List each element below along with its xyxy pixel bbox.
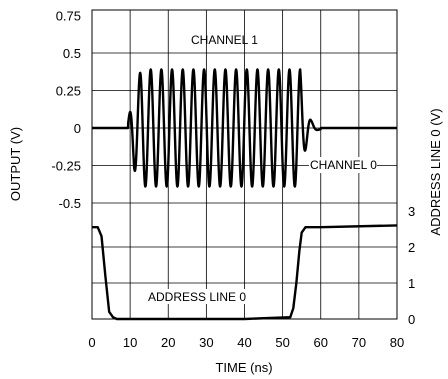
x-tick-label: 30 xyxy=(199,335,213,350)
y-left-tick-label: -0.5 xyxy=(59,196,81,211)
y-left-tick-labels: 0.75 0.5 0.25 0 -0.25 -0.5 xyxy=(51,9,81,212)
x-tick-labels: 0 10 20 30 40 50 60 70 80 xyxy=(88,335,404,350)
y-left-tick-label: 0.25 xyxy=(56,84,81,99)
x-axis-label: TIME (ns) xyxy=(215,360,272,375)
x-tick-label: 0 xyxy=(88,335,95,350)
x-tick-label: 60 xyxy=(314,335,328,350)
x-tick-label: 40 xyxy=(237,335,251,350)
annotation-channel1: CHANNEL 1 xyxy=(191,33,258,47)
series-address-line-0 xyxy=(92,224,398,321)
y-right-tick-label: 2 xyxy=(408,240,415,255)
y-left-tick-label: -0.25 xyxy=(51,159,81,174)
y-left-tick-label: 0.75 xyxy=(56,9,81,24)
y-right-tick-labels: 3 2 1 0 xyxy=(408,204,415,327)
series-channel-1 xyxy=(90,68,399,188)
y-left-tick-label: 0.5 xyxy=(63,46,81,61)
y-right-tick-label: 0 xyxy=(408,312,415,327)
y-right-axis-label: ADDRESS LINE 0 (V) xyxy=(428,108,443,235)
y-left-tick-label: 0 xyxy=(74,121,81,136)
annotation-channel0-bg xyxy=(309,157,377,173)
x-tick-label: 10 xyxy=(123,335,137,350)
x-tick-label: 50 xyxy=(275,335,289,350)
x-tick-label: 70 xyxy=(352,335,366,350)
y-right-tick-label: 3 xyxy=(408,204,415,219)
annotation-address-bg xyxy=(146,289,256,304)
series-lines xyxy=(90,68,399,321)
annotation-address-line0: ADDRESS LINE 0 xyxy=(148,290,246,304)
annotation-channel0: CHANNEL 0 xyxy=(310,158,377,172)
y-left-axis-label: OUTPUT (V) xyxy=(8,127,23,201)
y-right-tick-label: 1 xyxy=(408,276,415,291)
x-tick-label: 80 xyxy=(390,335,404,350)
x-tick-label: 20 xyxy=(161,335,175,350)
